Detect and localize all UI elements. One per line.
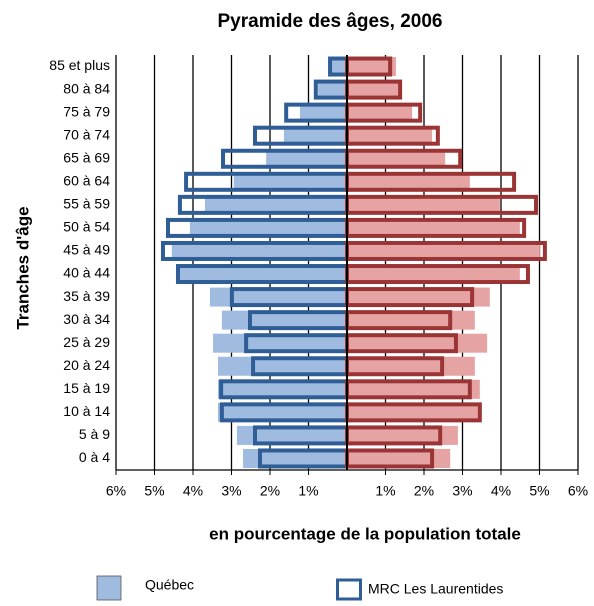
y-tick-label: 20 à 24 [63, 357, 110, 373]
x-tick-label: 6% [568, 483, 588, 499]
bar [171, 241, 347, 261]
bar [300, 103, 347, 123]
bar [347, 57, 396, 77]
y-tick-label: 50 à 54 [63, 219, 110, 235]
bar [347, 379, 480, 399]
y-tick-label: 70 à 74 [63, 126, 110, 142]
bar [243, 448, 347, 468]
y-tick-label: 75 à 79 [63, 103, 110, 119]
bar [347, 402, 478, 422]
bar [347, 80, 401, 100]
y-tick-label: 45 à 49 [63, 242, 110, 258]
x-tick-label: 3% [221, 483, 241, 499]
y-tick-label: 60 à 64 [63, 173, 110, 189]
legend-swatch [96, 575, 122, 601]
y-tick-label: 25 à 29 [63, 334, 110, 350]
legend-label: Québec [145, 577, 194, 593]
y-tick-label: 5 à 9 [79, 426, 110, 442]
bar [347, 195, 500, 215]
bar [209, 287, 347, 307]
x-tick-label: 2% [260, 483, 280, 499]
x-tick-label: 5% [529, 483, 549, 499]
y-tick-label: 40 à 44 [63, 265, 110, 281]
x-tick-label: 1% [375, 483, 395, 499]
bar [218, 402, 347, 422]
legend-swatch [336, 578, 362, 601]
bar [179, 264, 347, 284]
y-tick-label: 15 à 19 [63, 380, 110, 396]
y-tick-label: 30 à 34 [63, 311, 110, 327]
bar [283, 126, 347, 146]
bar [204, 195, 347, 215]
x-axis-label: en pourcentage de la population totale [209, 524, 521, 543]
bar [218, 356, 347, 376]
x-tick-label: 5% [144, 483, 164, 499]
bar [347, 126, 433, 146]
x-tick-label: 6% [106, 483, 126, 499]
bar [347, 287, 490, 307]
x-tick-label: 4% [183, 483, 203, 499]
legend-label: MRC Les Laurentides [368, 581, 503, 597]
bar [221, 310, 347, 330]
bar [347, 310, 475, 330]
x-tick-label: 3% [452, 483, 472, 499]
y-tick-label: 65 à 69 [63, 149, 110, 165]
bar [347, 149, 446, 169]
bar [347, 103, 413, 123]
bar [266, 149, 347, 169]
x-tick-label: 4% [491, 483, 511, 499]
y-tick-label: 35 à 39 [63, 288, 110, 304]
bar [347, 264, 520, 284]
y-tick-label: 10 à 14 [63, 403, 110, 419]
y-tick-label: 80 à 84 [63, 80, 110, 96]
chart-title: Pyramide des âges, 2006 [218, 11, 443, 32]
x-tick-label: 1% [298, 483, 318, 499]
bar [318, 80, 347, 100]
y-tick-label: 0 à 4 [79, 449, 110, 465]
bar [233, 172, 347, 192]
bar [347, 425, 458, 445]
bar [347, 172, 470, 192]
x-tick-label: 2% [414, 483, 434, 499]
y-tick-label: 55 à 59 [63, 196, 110, 212]
bar [236, 425, 347, 445]
bar [330, 57, 347, 77]
y-axis-label: Tranches d'âge [13, 206, 32, 329]
bar [347, 448, 451, 468]
bar [347, 333, 488, 353]
bar [218, 379, 347, 399]
bar [189, 218, 347, 238]
bar [347, 241, 540, 261]
y-tick-label: 85 et plus [49, 57, 110, 73]
bar [347, 218, 520, 238]
